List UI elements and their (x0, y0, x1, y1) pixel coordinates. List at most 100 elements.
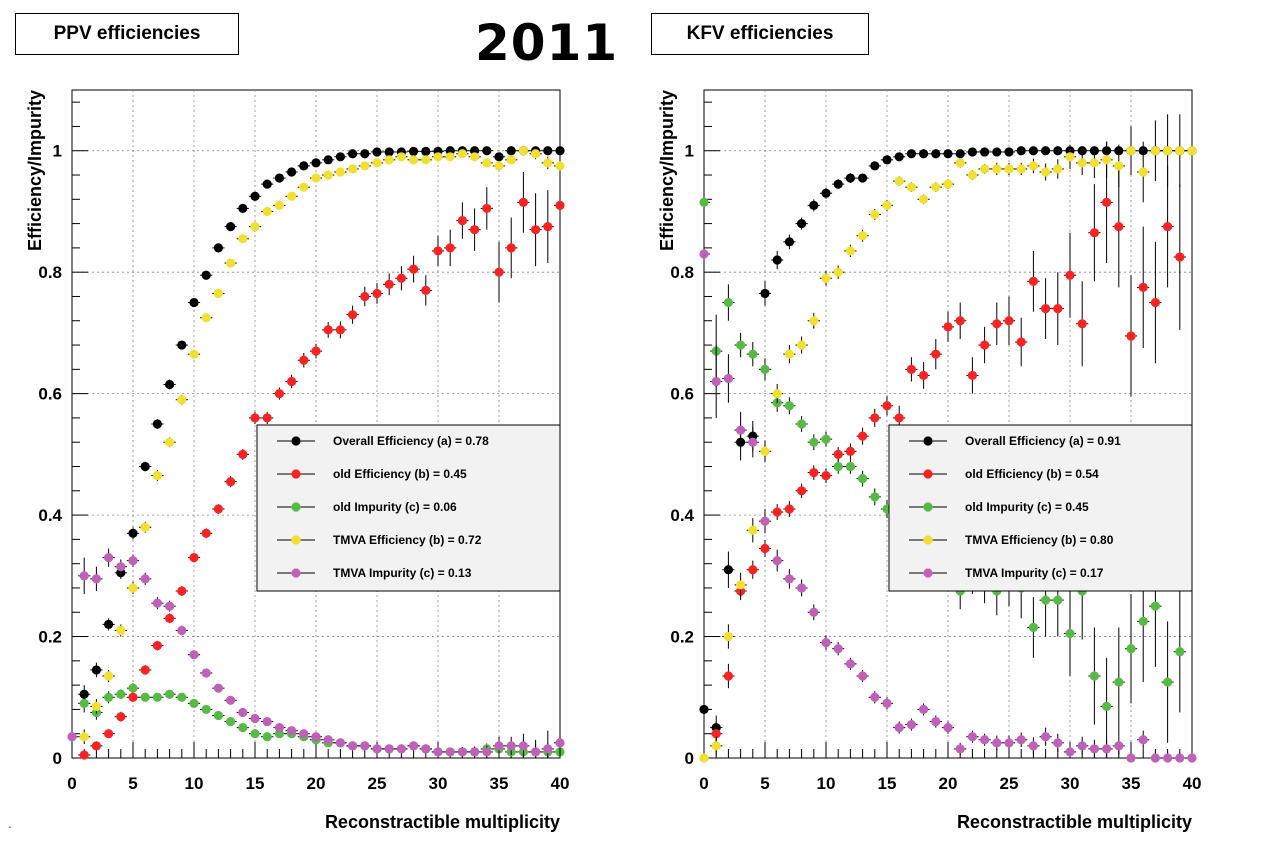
ppv-data-point (250, 191, 260, 201)
ppv-data-point (201, 528, 211, 538)
kfv-data-point (736, 340, 746, 350)
ppv-data-point (140, 692, 150, 702)
kfv-data-point (1041, 732, 1051, 742)
kfv-data-point (845, 659, 856, 669)
ppv-data-point (494, 161, 504, 171)
kfv-data-point (943, 179, 953, 189)
kfv-data-point (772, 389, 782, 399)
kfv-data-point (1004, 316, 1014, 326)
ppv-data-point (348, 741, 358, 751)
kfv-data-point (931, 716, 941, 727)
ppv-data-point (360, 741, 370, 751)
kfv-data-point (809, 437, 819, 447)
kfv-legend-label: old Efficiency (b) = 0.54 (965, 467, 1099, 481)
kfv-data-point (870, 492, 880, 502)
kfv-data-point (1126, 644, 1136, 654)
kfv-data-point (1077, 741, 1087, 751)
ppv-data-point (348, 310, 358, 320)
ppv-data-point (238, 723, 248, 733)
ppv-data-point (165, 437, 175, 447)
ppv-data-point (409, 155, 419, 165)
kfv-data-point (1065, 270, 1075, 280)
kfv-data-point (1150, 297, 1160, 308)
ppv-data-point (250, 713, 260, 724)
kfv-data-point (967, 732, 978, 742)
ppv-data-point (177, 340, 187, 350)
ppv-data-point (128, 692, 138, 702)
ppv-data-point (201, 270, 211, 280)
ppv-data-point (262, 413, 272, 423)
kfv-data-point (821, 471, 831, 481)
ppv-data-point (128, 683, 138, 693)
kfv-data-point (931, 182, 941, 192)
ppv-data-point (335, 738, 345, 748)
ppv-data-point (543, 158, 553, 168)
ppv-data-point (189, 349, 199, 359)
kfv-chart-title: KFV efficiencies (651, 13, 869, 55)
ppv-data-point (531, 747, 541, 757)
kfv-data-point (797, 486, 807, 496)
kfv-data-point (1028, 741, 1038, 751)
ppv-data-point (140, 461, 150, 472)
ppv-data-point (152, 692, 162, 702)
kfv-y-tick-label: 0.4 (670, 506, 694, 525)
ppv-data-point (152, 598, 162, 608)
ppv-data-point (274, 389, 284, 399)
ppv-data-point (201, 704, 211, 715)
kfv-data-point (723, 373, 734, 384)
kfv-data-point (821, 638, 831, 648)
ppv-data-point (189, 698, 199, 708)
ppv-data-point (299, 355, 309, 365)
ppv-data-point (384, 147, 394, 157)
kfv-data-point (784, 574, 795, 584)
kfv-data-point (748, 565, 758, 575)
ppv-data-point (470, 747, 480, 757)
kfv-data-point (1041, 146, 1051, 156)
ppv-data-point (274, 200, 284, 210)
kfv-data-point (858, 474, 868, 484)
ppv-data-point (555, 200, 565, 210)
ppv-data-point (482, 158, 492, 168)
kfv-data-point (833, 267, 843, 277)
kfv-data-point (699, 704, 709, 715)
ppv-data-point (396, 744, 406, 754)
ppv-data-point (421, 155, 431, 165)
ppv-data-point (287, 167, 297, 177)
kfv-data-point (919, 194, 929, 204)
kfv-data-point (809, 607, 819, 617)
kfv-data-point (833, 179, 843, 189)
ppv-legend-label: TMVA Impurity (c) = 0.13 (333, 566, 472, 580)
ppv-data-point (421, 285, 431, 295)
ppv-data-point (311, 732, 321, 742)
kfv-data-point (894, 413, 904, 423)
kfv-data-point (797, 219, 807, 229)
kfv-data-point (833, 449, 843, 459)
ppv-legend-marker (291, 469, 301, 479)
ppv-data-point (433, 152, 443, 162)
kfv-data-point (882, 698, 892, 708)
kfv-x-tick-label: 0 (699, 774, 708, 793)
ppv-data-point (238, 203, 248, 214)
ppv-x-tick-label: 15 (246, 774, 265, 793)
kfv-data-point (1053, 146, 1063, 156)
kfv-data-point (967, 170, 978, 180)
ppv-series-4 (67, 548, 565, 758)
ppv-data-point (494, 267, 504, 277)
ppv-data-point (91, 665, 101, 675)
ppv-series-0 (78, 146, 565, 704)
kfv-data-point (845, 446, 856, 456)
kfv-legend-box (888, 424, 1193, 592)
kfv-data-point (943, 322, 953, 332)
ppv-data-point (189, 650, 199, 660)
kfv-legend-marker (923, 469, 933, 479)
kfv-data-point (882, 401, 892, 411)
kfv-data-point (992, 164, 1002, 174)
kfv-data-point (748, 349, 758, 359)
ppv-x-tick-label: 35 (490, 774, 509, 793)
kfv-data-point (894, 176, 904, 186)
ppv-data-point (250, 729, 260, 739)
kfv-data-point (711, 741, 721, 751)
kfv-data-point (845, 246, 856, 256)
ppv-data-point (79, 750, 89, 760)
